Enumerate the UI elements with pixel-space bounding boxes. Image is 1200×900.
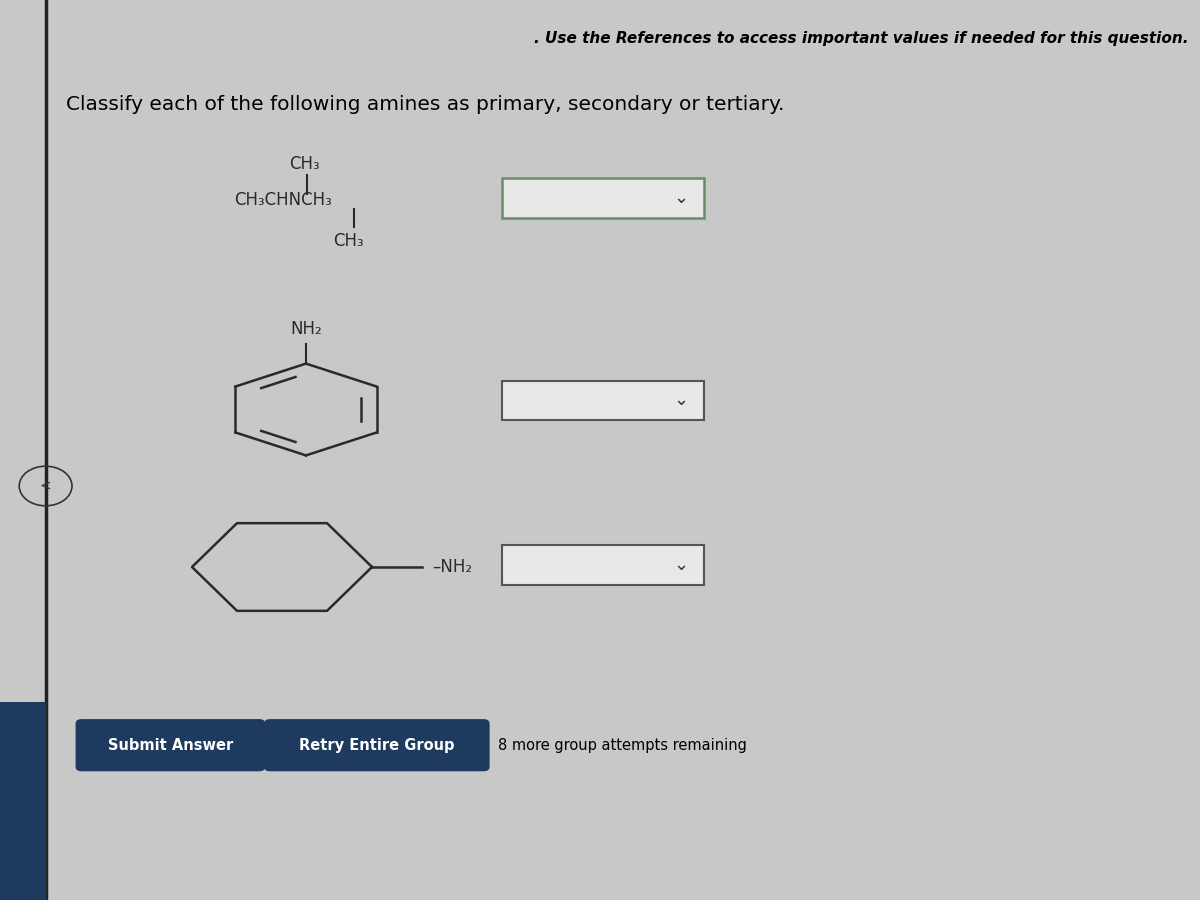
FancyBboxPatch shape: [502, 178, 704, 218]
Text: CH₃: CH₃: [334, 232, 365, 250]
Text: 8 more group attempts remaining: 8 more group attempts remaining: [498, 738, 746, 752]
Text: <: <: [40, 479, 52, 493]
Text: Classify each of the following amines as primary, secondary or tertiary.: Classify each of the following amines as…: [66, 94, 785, 113]
Text: CH₃: CH₃: [289, 155, 320, 173]
Text: ⌄: ⌄: [673, 556, 688, 574]
FancyBboxPatch shape: [502, 381, 704, 420]
Text: . Use the References to access important values if needed for this question.: . Use the References to access important…: [534, 32, 1188, 47]
FancyBboxPatch shape: [502, 545, 704, 585]
Text: –NH₂: –NH₂: [432, 558, 472, 576]
Text: ⌄: ⌄: [673, 392, 688, 410]
FancyBboxPatch shape: [76, 719, 265, 771]
Text: NH₂: NH₂: [290, 320, 322, 338]
Text: Submit Answer: Submit Answer: [108, 738, 233, 752]
FancyBboxPatch shape: [264, 719, 490, 771]
FancyBboxPatch shape: [0, 702, 46, 900]
Text: Retry Entire Group: Retry Entire Group: [299, 738, 455, 752]
Text: CH₃CHNCH₃: CH₃CHNCH₃: [234, 191, 331, 209]
Text: ⌄: ⌄: [673, 189, 688, 207]
